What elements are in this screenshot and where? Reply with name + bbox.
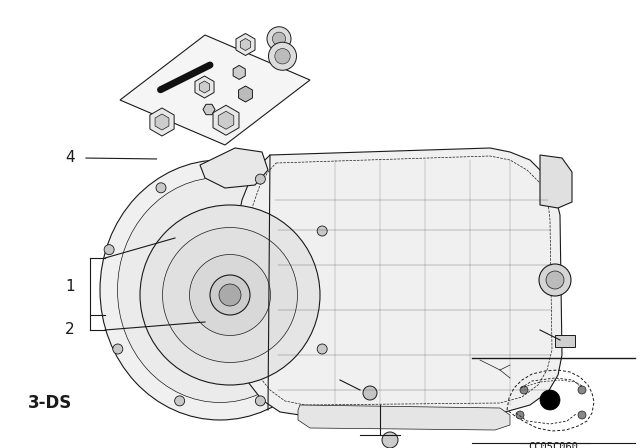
Polygon shape <box>298 405 510 430</box>
Ellipse shape <box>100 160 340 420</box>
Polygon shape <box>150 108 174 136</box>
Circle shape <box>175 396 185 406</box>
Circle shape <box>255 396 266 406</box>
Circle shape <box>546 271 564 289</box>
Polygon shape <box>233 65 245 79</box>
Circle shape <box>269 42 296 70</box>
Circle shape <box>540 390 560 410</box>
Polygon shape <box>120 35 310 145</box>
Polygon shape <box>239 86 252 102</box>
Ellipse shape <box>118 177 323 402</box>
Polygon shape <box>155 114 169 130</box>
Polygon shape <box>213 105 239 135</box>
Polygon shape <box>540 155 572 208</box>
Ellipse shape <box>163 228 298 362</box>
Circle shape <box>363 386 377 400</box>
Ellipse shape <box>189 254 271 336</box>
Text: 1: 1 <box>65 279 75 294</box>
Circle shape <box>156 183 166 193</box>
Ellipse shape <box>140 205 320 385</box>
Text: CC05C060: CC05C060 <box>528 442 578 448</box>
Text: 4: 4 <box>65 151 75 165</box>
Circle shape <box>104 245 114 254</box>
Text: 3-DS: 3-DS <box>28 394 72 412</box>
Polygon shape <box>236 34 255 56</box>
Circle shape <box>267 27 291 51</box>
Circle shape <box>113 344 123 354</box>
Circle shape <box>219 284 241 306</box>
Polygon shape <box>203 104 215 115</box>
Circle shape <box>382 432 398 448</box>
Polygon shape <box>195 76 214 98</box>
Circle shape <box>273 32 285 45</box>
Circle shape <box>578 386 586 394</box>
Polygon shape <box>199 81 210 93</box>
Polygon shape <box>238 148 562 415</box>
Circle shape <box>210 275 250 315</box>
Circle shape <box>317 344 327 354</box>
Polygon shape <box>200 148 268 188</box>
Circle shape <box>275 48 290 64</box>
Circle shape <box>317 226 327 236</box>
Circle shape <box>516 411 524 419</box>
Circle shape <box>539 264 571 296</box>
Circle shape <box>255 174 266 184</box>
Circle shape <box>578 411 586 419</box>
Polygon shape <box>218 111 234 129</box>
Text: 2: 2 <box>65 323 75 337</box>
Polygon shape <box>240 39 251 51</box>
Circle shape <box>520 386 528 394</box>
Bar <box>555 335 575 347</box>
